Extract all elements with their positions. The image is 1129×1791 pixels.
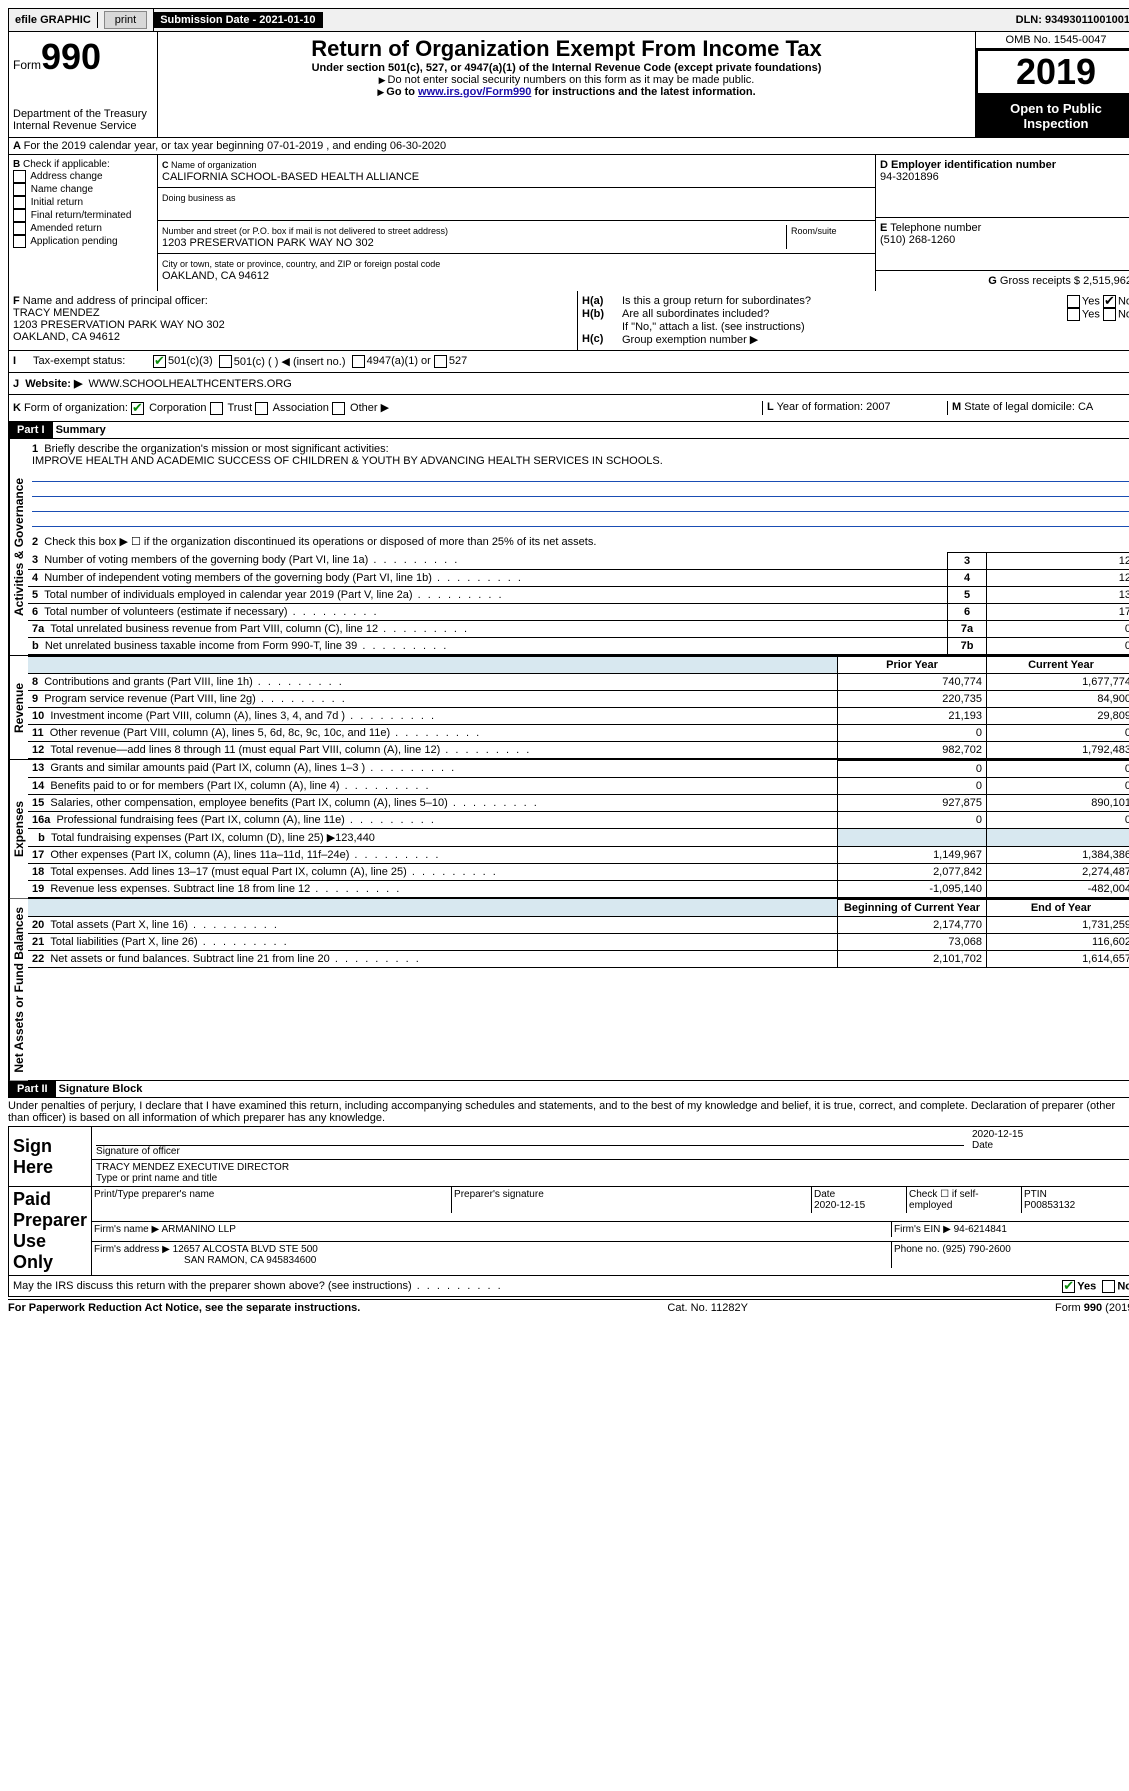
print-button[interactable]: print	[104, 11, 147, 29]
signature-table: Sign Here Signature of officer 2020-12-1…	[8, 1126, 1129, 1276]
mission-text: IMPROVE HEALTH AND ACADEMIC SUCCESS OF C…	[32, 455, 663, 467]
checkbox-amended-return[interactable]	[13, 222, 26, 235]
form-note1: Do not enter social security numbers on …	[162, 74, 971, 86]
tax-year: 2019	[976, 49, 1129, 95]
firm-name: ARMANINO LLP	[161, 1224, 235, 1235]
state-domicile: CA	[1078, 401, 1093, 413]
perjury-statement: Under penalties of perjury, I declare th…	[8, 1098, 1129, 1126]
year-formation: 2007	[866, 401, 890, 413]
checkbox-discuss-yes[interactable]	[1062, 1280, 1075, 1293]
checkbox-hb-yes[interactable]	[1067, 308, 1080, 321]
telephone: (510) 268-1260	[880, 234, 955, 246]
checkbox-ha-yes[interactable]	[1067, 295, 1080, 308]
ein: 94-3201896	[880, 171, 939, 183]
checkbox-initial-return[interactable]	[13, 196, 26, 209]
irs-label: Internal Revenue Service	[13, 120, 153, 132]
checkbox-4947[interactable]	[352, 355, 365, 368]
checkbox-application-pending[interactable]	[13, 235, 26, 248]
submission-date: Submission Date - 2021-01-10	[154, 12, 322, 28]
vlabel-netassets: Net Assets or Fund Balances	[9, 899, 28, 1081]
checkbox-address-change[interactable]	[13, 170, 26, 183]
checkbox-other[interactable]	[332, 402, 345, 415]
form-subtitle: Under section 501(c), 527, or 4947(a)(1)…	[162, 62, 971, 74]
checkbox-hb-no[interactable]	[1103, 308, 1116, 321]
box-b-checkboxes: B Check if applicable: Address change Na…	[9, 155, 158, 291]
part1-body: Activities & Governance 1 Briefly descri…	[8, 439, 1129, 656]
revenue-block: Revenue Prior YearCurrent Year 8 Contrib…	[8, 656, 1129, 760]
expenses-block: Expenses 13 Grants and similar amounts p…	[8, 760, 1129, 899]
dln: DLN: 93493011001001	[1010, 12, 1129, 28]
part1-header: Part I Summary	[8, 422, 1129, 439]
org-street: 1203 PRESERVATION PARK WAY NO 302	[162, 237, 374, 249]
checkbox-trust[interactable]	[210, 402, 223, 415]
dept-treasury: Department of the Treasury	[13, 108, 153, 120]
officer-group-block: F Name and address of principal officer:…	[8, 291, 1129, 351]
header-info-grid: B Check if applicable: Address change Na…	[8, 155, 1129, 291]
discuss-row: May the IRS discuss this return with the…	[8, 1276, 1129, 1297]
checkbox-501c3[interactable]	[153, 355, 166, 368]
line-a-tax-year: A For the 2019 calendar year, or tax yea…	[8, 138, 1129, 155]
website-url[interactable]: WWW.SCHOOLHEALTHCENTERS.ORG	[89, 378, 292, 390]
vlabel-expenses: Expenses	[9, 760, 28, 898]
efile-label: efile GRAPHIC	[9, 12, 98, 28]
form-label: Form	[13, 58, 41, 72]
klm-row: K Form of organization: Corporation Trus…	[8, 395, 1129, 422]
checkbox-corporation[interactable]	[131, 402, 144, 415]
vlabel-governance: Activities & Governance	[9, 439, 28, 655]
checkbox-association[interactable]	[255, 402, 268, 415]
tax-exempt-row: I Tax-exempt status: 501(c)(3) 501(c) ( …	[8, 351, 1129, 373]
page-footer: For Paperwork Reduction Act Notice, see …	[8, 1299, 1129, 1314]
website-row: J Website: ▶ WWW.SCHOOLHEALTHCENTERS.ORG	[8, 373, 1129, 395]
form-title: Return of Organization Exempt From Incom…	[162, 36, 971, 62]
revenue-table: Prior YearCurrent Year 8 Contributions a…	[28, 656, 1129, 759]
open-public-badge: Open to Public Inspection	[976, 95, 1129, 137]
checkbox-discuss-no[interactable]	[1102, 1280, 1115, 1293]
part2-header: Part II Signature Block	[8, 1081, 1129, 1098]
org-name: CALIFORNIA SCHOOL-BASED HEALTH ALLIANCE	[162, 171, 419, 183]
ptin: P00853132	[1024, 1200, 1075, 1211]
gross-receipts: 2,515,962	[1083, 275, 1129, 287]
netassets-block: Net Assets or Fund Balances Beginning of…	[8, 899, 1129, 1082]
firm-phone: (925) 790-2600	[942, 1244, 1010, 1255]
form-number: 990	[41, 36, 101, 77]
officer-typed-name: TRACY MENDEZ EXECUTIVE DIRECTOR	[96, 1162, 289, 1173]
checkbox-ha-no[interactable]	[1103, 295, 1116, 308]
checkbox-name-change[interactable]	[13, 183, 26, 196]
expenses-table: 13 Grants and similar amounts paid (Part…	[28, 760, 1129, 898]
org-city: OAKLAND, CA 94612	[162, 270, 269, 282]
firm-ein: 94-6214841	[954, 1224, 1007, 1235]
netassets-table: Beginning of Current YearEnd of Year 20 …	[28, 899, 1129, 968]
governance-table: 3 Number of voting members of the govern…	[28, 552, 1129, 655]
omb-number: OMB No. 1545-0047	[976, 32, 1129, 49]
vlabel-revenue: Revenue	[9, 656, 28, 759]
top-toolbar: efile GRAPHIC print Submission Date - 20…	[8, 8, 1129, 32]
irs-link[interactable]: www.irs.gov/Form990	[418, 86, 531, 98]
checkbox-final-return[interactable]	[13, 209, 26, 222]
form-note2: Go to www.irs.gov/Form990 for instructio…	[162, 86, 971, 98]
form-header: Form990 Department of the Treasury Inter…	[8, 32, 1129, 138]
checkbox-527[interactable]	[434, 355, 447, 368]
checkbox-501c[interactable]	[219, 355, 232, 368]
sig-date: 2020-12-15	[972, 1129, 1023, 1140]
officer-name: TRACY MENDEZ	[13, 307, 100, 319]
